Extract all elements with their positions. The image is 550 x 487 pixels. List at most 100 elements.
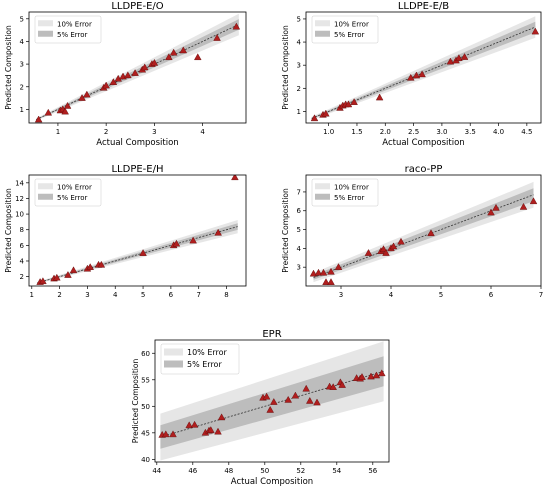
data-point [367,372,375,380]
legend: 10% Error 5% Error [34,15,102,44]
axes-frame [28,174,247,287]
chart-title: EPR [262,329,281,340]
data-point [329,383,337,390]
data-point [460,53,469,60]
error-band-5pct [313,188,534,280]
x-tick-label: 6 [169,291,174,299]
legend-swatch [164,360,183,368]
data-point [314,268,323,276]
x-tick-label: 2.5 [408,128,419,136]
data-point [344,100,353,108]
chart-panel-5: 44 46 48 50 52 54 56 40 45 50 55 60 EPR Actual Compos… [131,329,390,487]
x-tick-label: 4.5 [521,128,532,136]
data-point [306,396,314,404]
data-point [427,229,435,237]
legend-swatch [315,183,330,190]
x-tick-label: 5 [141,291,145,299]
y-tick-label: 8 [20,226,24,234]
x-tick-label: 1.0 [323,128,334,136]
x-tick-label: 54 [332,467,341,475]
data-point [397,237,405,245]
data-point [213,34,221,41]
data-point [214,228,222,236]
x-tick-label: 8 [224,291,228,299]
legend-swatch [38,30,53,37]
data-point [150,58,159,66]
legend-label: 10% Error [187,348,228,357]
legend-swatch [38,193,53,200]
data-point [382,249,390,256]
y-tick-label: 40 [141,456,150,464]
x-tick-label: 2 [57,291,61,299]
legend-swatch [315,20,330,27]
data-point [109,78,118,85]
y-tick-label: 3 [20,61,24,69]
y-axis-label: Predicted Composition [281,25,290,110]
y-tick-label: 50 [141,403,150,411]
x-tick-label: 4 [389,291,394,299]
y-tick-label: 60 [141,350,150,358]
x-axis-label: Actual Composition [96,138,178,148]
parity-line [36,24,239,120]
legend-swatch [38,183,53,190]
y-tick-label: 45 [141,429,150,437]
x-tick-label: 46 [188,467,197,475]
x-tick-label: 5 [439,291,443,299]
axes-frame [154,339,390,463]
y-axis-label: Predicted Composition [131,359,140,444]
data-point [231,175,239,181]
y-axis-label: Predicted Composition [4,25,13,110]
y-tick-label: 4 [297,39,302,47]
x-tick-label: 3.0 [436,128,447,136]
data-point [389,242,398,250]
chart-panel-4: 3 4 5 6 7 3 4 5 6 7 raco-PP Predicted Composition 10… [281,164,543,299]
x-tick-label: 7 [196,291,200,299]
legend-label: 5% Error [57,31,88,39]
y-tick-label: 2 [20,83,24,91]
legend-label: 10% Error [57,183,92,191]
x-tick-label: 2.0 [380,128,391,136]
data-point [358,373,366,380]
data-point [270,398,278,405]
x-tick-label: 52 [296,467,305,475]
parity-line [37,226,238,284]
legend-swatch [315,30,330,37]
legend: 10% Error 5% Error [311,15,379,44]
y-tick-label: 7 [297,188,301,196]
data-point [63,102,72,109]
chart-title: LLDPE-E/B [398,1,449,12]
x-tick-label: 4.0 [493,128,504,136]
legend-label: 10% Error [57,20,92,28]
data-point [53,273,61,281]
plot-area [36,175,239,285]
y-tick-label: 1 [297,108,301,116]
data-point [140,63,149,71]
plot-area [34,13,241,123]
data-point [139,249,147,256]
chart-title: raco-PP [405,164,443,175]
data-point [284,395,292,403]
data-point [302,384,310,392]
x-tick-label: 3 [339,291,343,299]
y-tick-label: 12 [15,195,24,203]
data-point [179,46,188,54]
x-tick-label: 56 [368,467,377,475]
y-axis-label: Predicted Composition [281,188,290,273]
chart-panel-1: 1 2 3 4 1 2 3 4 5 LLDPE-E/O Actual Composition Pred… [4,1,247,148]
x-axis-label: Actual Composition [382,138,464,148]
y-tick-label: 55 [141,376,150,384]
y-tick-label: 6 [297,207,302,215]
data-point [327,267,335,275]
data-point [214,427,222,435]
data-point [418,70,426,78]
chart-panel-2: 1.0 1.5 2.0 2.5 3.0 3.5 4.0 4.5 1 2 3 4 5 LLDPE-E/B Ac… [281,1,542,148]
data-point [372,371,381,379]
legend-label: 10% Error [334,20,369,28]
x-tick-label: 48 [224,467,233,475]
x-tick-label: 1.5 [351,128,362,136]
legend: 10% Error 5% Error [34,178,102,207]
x-tick-label: 4 [113,291,118,299]
data-point [322,278,330,285]
data-point [172,239,181,247]
legend-label: 5% Error [187,360,222,369]
